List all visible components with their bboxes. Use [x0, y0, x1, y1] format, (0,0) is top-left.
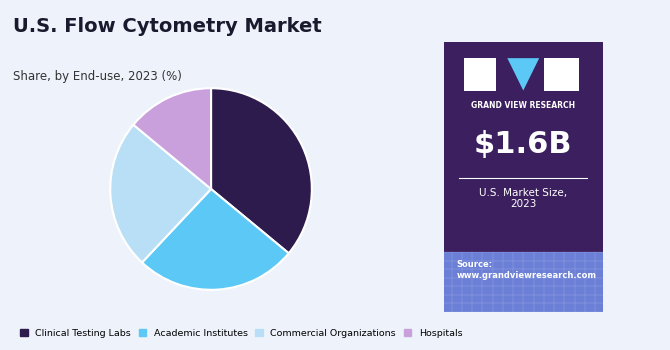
- Text: $1.6B: $1.6B: [474, 130, 572, 159]
- Point: [529, 250, 537, 254]
- Point: [478, 250, 486, 254]
- Text: U.S. Market Size,
2023: U.S. Market Size, 2023: [479, 188, 567, 209]
- Point: [448, 309, 456, 314]
- Point: [498, 250, 507, 254]
- Point: [519, 309, 527, 314]
- Point: [540, 309, 548, 314]
- Point: [550, 309, 558, 314]
- Point: [456, 176, 464, 180]
- Text: Share, by End-use, 2023 (%): Share, by End-use, 2023 (%): [13, 70, 182, 83]
- Point: [448, 250, 456, 254]
- Point: [458, 250, 466, 254]
- Point: [581, 309, 589, 314]
- Point: [560, 250, 568, 254]
- FancyBboxPatch shape: [444, 252, 603, 312]
- Legend: Clinical Testing Labs, Academic Institutes, Commercial Organizations, Hospitals: Clinical Testing Labs, Academic Institut…: [16, 325, 466, 342]
- Text: U.S. Flow Cytometry Market: U.S. Flow Cytometry Market: [13, 18, 322, 36]
- Text: GRAND VIEW RESEARCH: GRAND VIEW RESEARCH: [471, 101, 576, 110]
- Point: [570, 250, 578, 254]
- Point: [529, 309, 537, 314]
- Point: [550, 250, 558, 254]
- Point: [478, 309, 486, 314]
- Point: [583, 176, 591, 180]
- Point: [468, 309, 476, 314]
- Point: [509, 250, 517, 254]
- Wedge shape: [211, 88, 312, 253]
- Polygon shape: [507, 58, 539, 91]
- Bar: [464, 58, 496, 91]
- Bar: [544, 58, 579, 91]
- Point: [519, 250, 527, 254]
- Text: Source:
www.grandviewresearch.com: Source: www.grandviewresearch.com: [456, 260, 596, 280]
- Point: [458, 309, 466, 314]
- Point: [570, 309, 578, 314]
- Point: [560, 309, 568, 314]
- Point: [581, 250, 589, 254]
- Wedge shape: [142, 189, 289, 290]
- Wedge shape: [133, 88, 211, 189]
- Point: [591, 309, 599, 314]
- Point: [540, 250, 548, 254]
- Point: [488, 250, 496, 254]
- Point: [498, 309, 507, 314]
- Point: [468, 250, 476, 254]
- Point: [488, 309, 496, 314]
- Point: [591, 250, 599, 254]
- FancyBboxPatch shape: [444, 42, 603, 252]
- Wedge shape: [111, 125, 211, 262]
- Point: [509, 309, 517, 314]
